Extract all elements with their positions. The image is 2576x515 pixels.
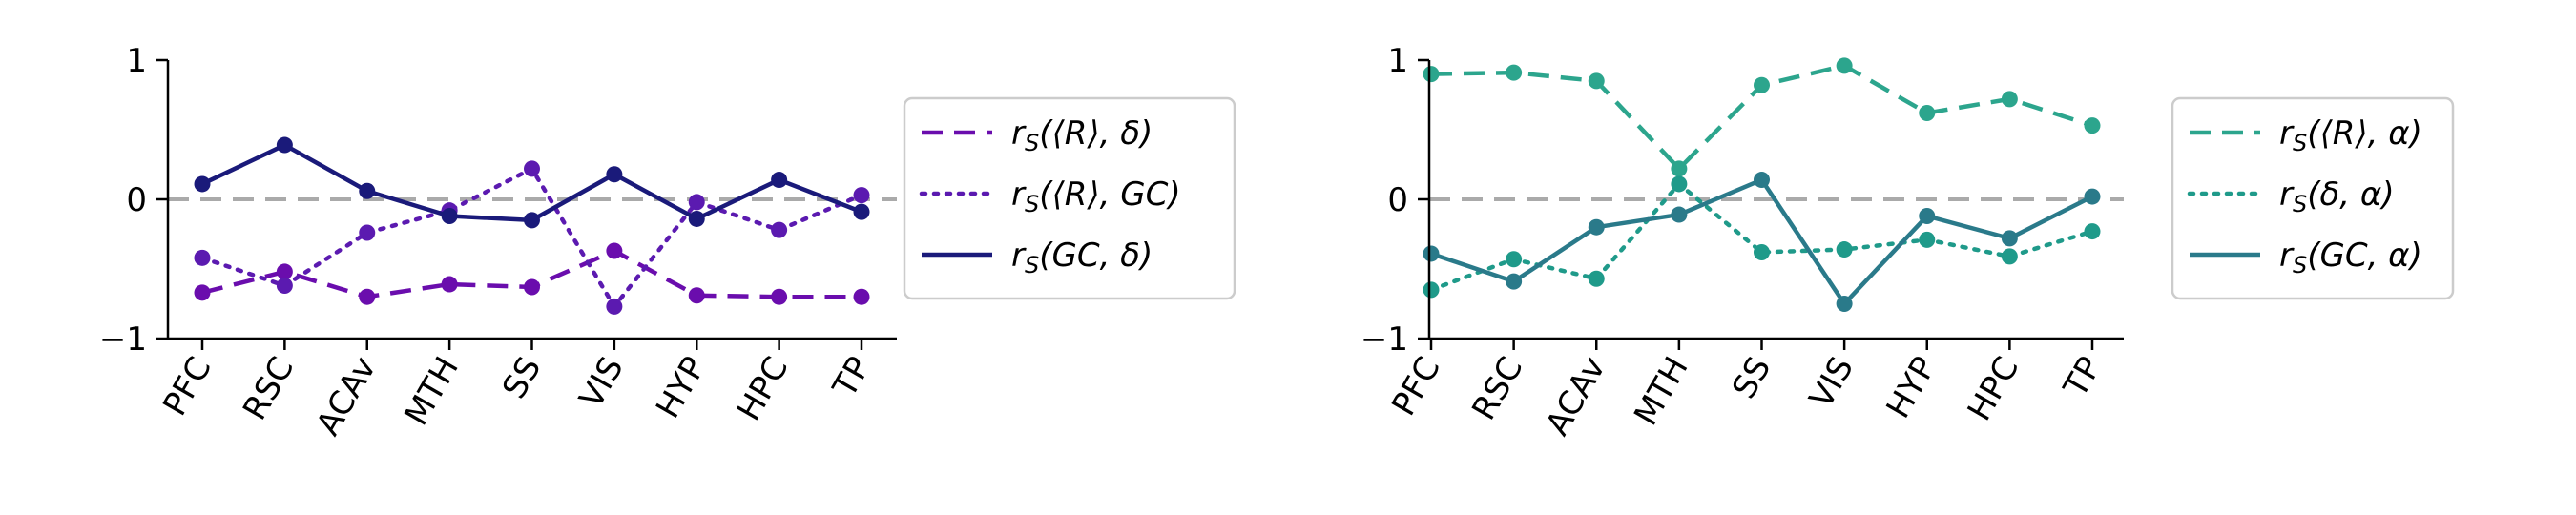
data-point-s2-acav: [359, 224, 376, 241]
y-tick-label: 0: [126, 181, 147, 219]
data-point-s1-hpc: [771, 288, 788, 305]
data-point-s1-pfc: [194, 284, 211, 301]
data-point-s2-hpc: [2001, 248, 2018, 265]
data-point-s1-hyp: [1919, 104, 1936, 121]
x-tick-label-tp: TP: [825, 351, 879, 405]
data-point-s3-vis: [1836, 296, 1853, 312]
x-tick-label-hpc: HPC: [1961, 351, 2027, 427]
series-line-3: [201, 142, 862, 223]
data-point-s1-vis: [1836, 57, 1853, 74]
data-point-s1-tp: [853, 288, 870, 305]
data-point-s1-hyp: [688, 287, 705, 304]
data-point-s2-acav: [1588, 270, 1605, 287]
data-point-s2-tp: [2084, 223, 2101, 240]
legend-label-3: rS(GC, δ): [1011, 237, 1153, 278]
legend-label-1: rS(⟨R⟩, α): [2279, 114, 2422, 156]
x-tick-label-tp: TP: [2056, 351, 2109, 405]
data-point-s3-mth: [441, 208, 458, 225]
y-tick-label: 1: [126, 42, 147, 80]
data-point-s3-pfc: [1423, 245, 1440, 262]
data-point-s2-hyp: [688, 194, 705, 211]
data-point-s3-ss: [524, 212, 540, 229]
data-point-s1-mth: [441, 276, 458, 293]
data-point-s2-tp: [853, 187, 870, 204]
data-point-s2-ss: [524, 160, 540, 177]
data-point-s2-rsc: [1506, 251, 1523, 268]
data-point-s3-rsc: [1506, 273, 1523, 290]
x-tick-label-mth: MTH: [397, 351, 466, 433]
data-point-s1-tp: [2084, 117, 2101, 134]
data-point-s1-rsc: [276, 263, 293, 280]
x-tick-label-acav: ACAv: [1539, 351, 1614, 443]
x-tick-label-mth: MTH: [1627, 351, 1695, 433]
data-point-s2-hpc: [771, 221, 788, 238]
x-tick-label-pfc: PFC: [156, 351, 219, 422]
x-tick-label-ss: SS: [495, 351, 549, 405]
x-tick-label-rsc: RSC: [1465, 351, 1530, 427]
data-point-s2-mth: [1671, 175, 1688, 193]
data-point-s3-rsc: [276, 136, 293, 154]
data-point-s2-pfc: [1423, 281, 1440, 299]
data-point-s3-tp: [853, 203, 870, 220]
legend-label-1: rS(⟨R⟩, δ): [1011, 114, 1153, 156]
data-point-s3-acav: [359, 182, 376, 199]
data-point-s3-hyp: [1919, 208, 1936, 225]
data-point-s3-pfc: [194, 175, 211, 193]
legend-box: [2171, 96, 2455, 300]
data-point-s1-hpc: [2001, 91, 2018, 108]
y-tick-label: 0: [1387, 181, 1408, 219]
legend-box: [903, 96, 1236, 300]
data-point-s2-vis: [1836, 241, 1853, 258]
x-tick-label-ss: SS: [1725, 351, 1778, 405]
data-point-s1-ss: [1754, 76, 1770, 93]
data-point-s1-rsc: [1506, 64, 1523, 81]
x-tick-label-vis: VIS: [572, 351, 632, 416]
data-point-s1-pfc: [1423, 66, 1440, 83]
data-point-s3-hpc: [2001, 230, 2018, 247]
legend-label-3: rS(GC, α): [2279, 237, 2422, 278]
x-tick-label-pfc: PFC: [1384, 351, 1448, 422]
legend: rS(⟨R⟩, α) rS(δ, α) rS(GC, α): [2171, 96, 2455, 300]
data-point-s2-ss: [1754, 243, 1770, 260]
x-tick-label-vis: VIS: [1802, 351, 1861, 416]
y-tick-label: −1: [1361, 320, 1408, 359]
data-point-s1-acav: [1588, 72, 1605, 90]
data-point-s2-hyp: [1919, 231, 1936, 248]
data-point-s3-acav: [1588, 218, 1605, 236]
data-point-s1-vis: [606, 242, 623, 259]
data-point-s3-mth: [1671, 206, 1688, 223]
data-point-s3-hyp: [688, 210, 705, 227]
x-tick-label-hyp: HYP: [1879, 351, 1943, 425]
data-point-s2-vis: [606, 298, 623, 315]
data-point-s1-ss: [524, 278, 540, 296]
y-tick-label: 1: [1387, 42, 1408, 80]
legend-label-2: rS(⟨R⟩, GC): [1011, 175, 1181, 217]
data-point-s2-pfc: [194, 249, 211, 266]
data-point-s3-hpc: [771, 172, 788, 189]
legend-label-2: rS(δ, α): [2279, 175, 2395, 217]
x-tick-label-rsc: RSC: [236, 351, 301, 427]
data-point-s1-acav: [359, 288, 376, 305]
x-tick-label-hyp: HYP: [649, 351, 714, 425]
legend: rS(⟨R⟩, δ) rS(⟨R⟩, GC) rS(GC, δ): [903, 96, 1236, 300]
data-point-s2-rsc: [276, 278, 293, 295]
data-point-s3-ss: [1754, 172, 1770, 189]
data-point-s3-tp: [2084, 188, 2101, 205]
y-tick-label: −1: [99, 320, 147, 359]
x-tick-label-hpc: HPC: [730, 351, 797, 427]
data-point-s3-vis: [606, 166, 623, 183]
data-point-s1-mth: [1671, 160, 1688, 177]
x-tick-label-acav: ACAv: [309, 351, 384, 443]
